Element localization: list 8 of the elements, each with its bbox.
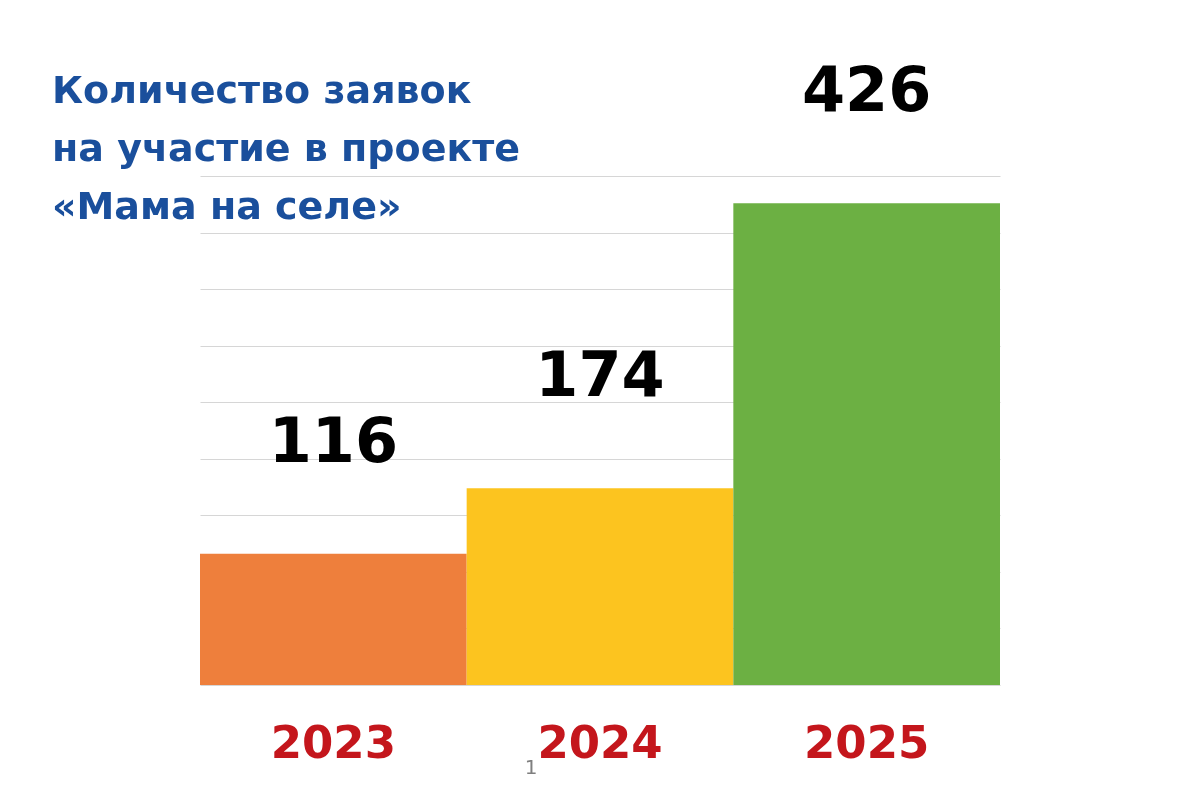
data-label: 174	[535, 338, 665, 412]
x-tick-label: 2025	[804, 715, 930, 769]
data-label: 116	[268, 403, 399, 477]
x-tick-label: 2023	[270, 715, 396, 769]
data-label: 426	[801, 53, 932, 127]
text: 1	[524, 755, 538, 779]
x-tick-label: 2024	[537, 715, 663, 769]
chart-title: Количество заявок на участие в проекте «Мама на селе»	[52, 68, 521, 229]
